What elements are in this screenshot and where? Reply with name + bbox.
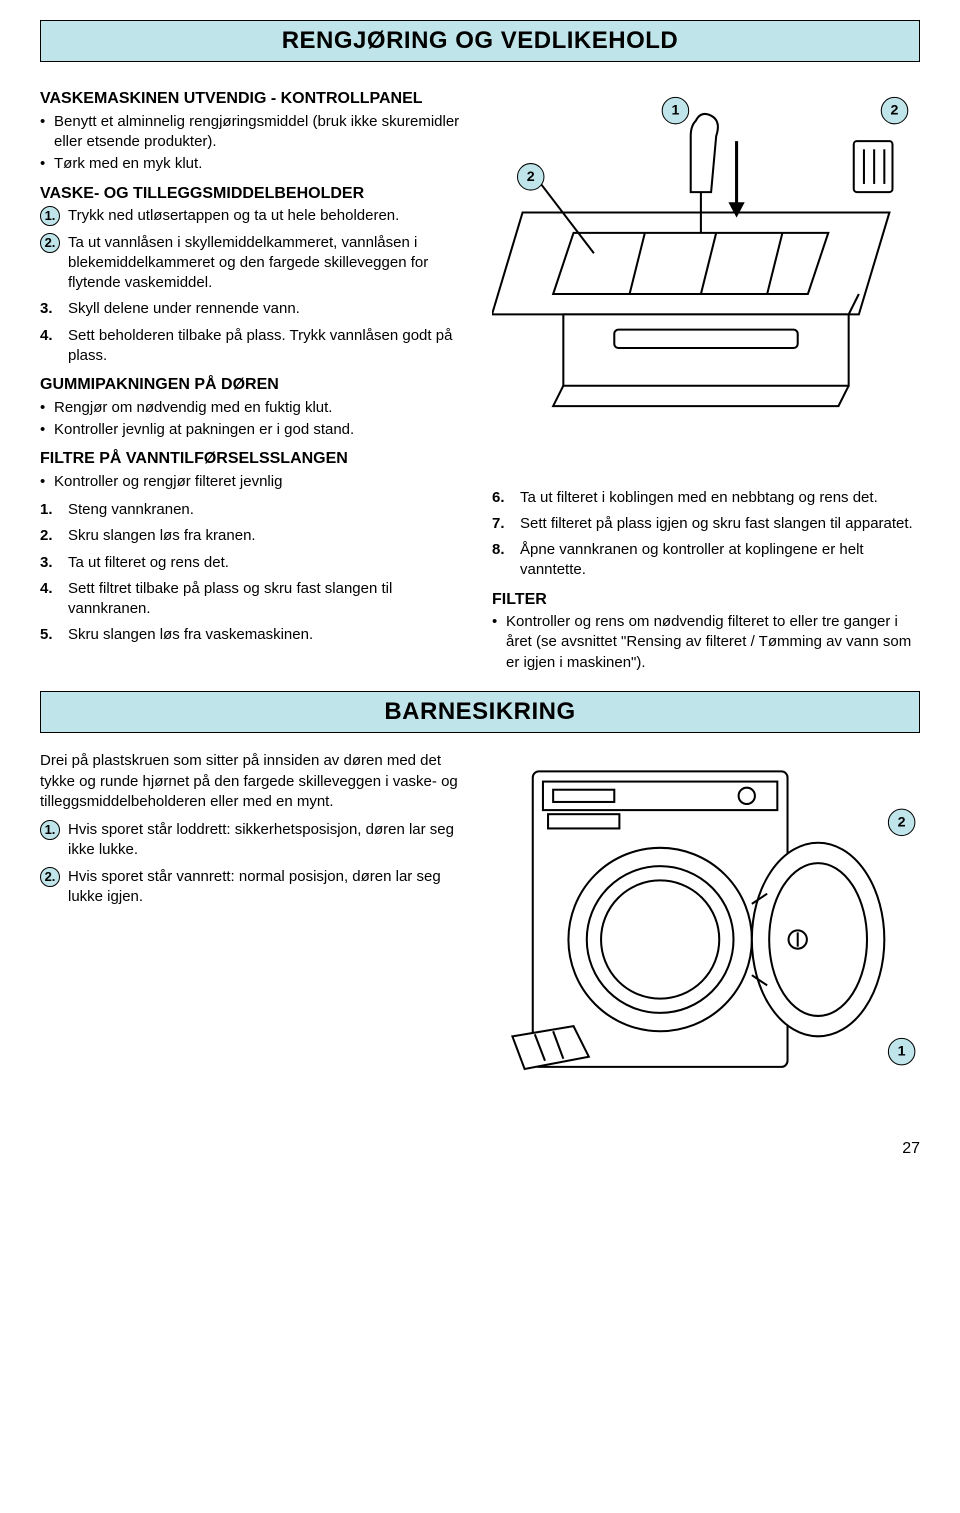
detergent-steps: 1. Trykk ned utløsertappen og ta ut hele …	[40, 206, 468, 366]
step-number: 3.	[40, 553, 53, 573]
washer-door-svg: 2 1	[492, 751, 920, 1087]
step-text: Ta ut filteret i koblingen med en nebbta…	[520, 489, 878, 506]
step-number: 4.	[40, 326, 53, 346]
list-item: 5. Skru slangen løs fra vaskemaskinen.	[40, 625, 468, 645]
list-item: Benytt et alminnelig rengjøringsmiddel (…	[40, 112, 468, 153]
childlock-columns: Drei på plastskruen som sitter på innsid…	[40, 751, 920, 1107]
list-item: 8. Åpne vannkranen og kontroller at kopli…	[492, 540, 920, 581]
step-number-circle: 2.	[40, 233, 60, 253]
step-text: Trykk ned utløsertappen og ta ut hele be…	[68, 207, 399, 224]
callout-label: 2	[898, 815, 906, 831]
gasket-bullets: Rengjør om nødvendig med en fuktig klut.…	[40, 398, 468, 441]
step-text: Ta ut vannlåsen i skyllemiddelkammeret, …	[68, 234, 428, 292]
step-number: 7.	[492, 514, 505, 534]
list-item: 7. Sett filteret på plass igjen og skru f…	[492, 514, 920, 534]
list-item: 3. Ta ut filteret og rens det.	[40, 553, 468, 573]
step-text: Sett filtret tilbake på plass og skru fa…	[68, 580, 392, 617]
list-item: 2. Hvis sporet står vannrett: normal posi…	[40, 867, 468, 908]
step-number-circle: 2.	[40, 867, 60, 887]
step-text: Åpne vannkranen og kontroller at kopling…	[520, 541, 864, 578]
hose-filter-steps-cont: 6. Ta ut filteret i koblingen med en nebb…	[492, 488, 920, 581]
cleaning-left-column: VASKEMASKINEN UTVENDIG - KONTROLLPANEL B…	[40, 80, 468, 681]
exterior-bullets: Benytt et alminnelig rengjøringsmiddel (…	[40, 112, 468, 175]
step-text: Ta ut filteret og rens det.	[68, 554, 229, 571]
heading-door-gasket: GUMMIPAKNINGEN PÅ DØREN	[40, 374, 468, 396]
step-number: 4.	[40, 579, 53, 599]
step-text: Steng vannkranen.	[68, 501, 194, 518]
list-item: 1. Trykk ned utløsertappen og ta ut hele …	[40, 206, 468, 226]
step-number-circle: 1.	[40, 820, 60, 840]
step-text: Skyll delene under rennende vann.	[68, 300, 300, 317]
list-item: 1. Hvis sporet står loddrett: sikkerhetsp…	[40, 820, 468, 861]
step-text: Hvis sporet står vannrett: normal posisj…	[68, 868, 441, 905]
list-item: 2. Skru slangen løs fra kranen.	[40, 526, 468, 546]
step-number: 6.	[492, 488, 505, 508]
step-text: Skru slangen løs fra vaskemaskinen.	[68, 626, 313, 643]
step-text: Sett filteret på plass igjen og skru fas…	[520, 515, 913, 532]
list-item: 6. Ta ut filteret i koblingen med en nebb…	[492, 488, 920, 508]
step-text: Sett beholderen tilbake på plass. Trykk …	[68, 327, 452, 364]
section-title-childlock: BARNESIKRING	[40, 691, 920, 733]
heading-exterior: VASKEMASKINEN UTVENDIG - KONTROLLPANEL	[40, 88, 468, 110]
list-item: 3. Skyll delene under rennende vann.	[40, 299, 468, 319]
cleaning-columns: VASKEMASKINEN UTVENDIG - KONTROLLPANEL B…	[40, 80, 920, 681]
list-item: Kontroller og rens om nødvendig filteret…	[492, 612, 920, 673]
heading-filter: FILTER	[492, 589, 920, 611]
heading-detergent-holder: VASKE- OG TILLEGGSMIDDELBEHOLDER	[40, 183, 468, 205]
list-item: 1. Steng vannkranen.	[40, 500, 468, 520]
step-text: Hvis sporet står loddrett: sikkerhetspos…	[68, 821, 454, 858]
list-item: 2. Ta ut vannlåsen i skyllemiddelkammeret…	[40, 233, 468, 294]
callout-label: 1	[898, 1044, 906, 1060]
page-number: 27	[40, 1138, 920, 1160]
list-item: Kontroller jevnlig at pakningen er i god…	[40, 420, 468, 440]
list-item: Kontroller og rengjør filteret jevnlig	[40, 472, 468, 492]
filter-bullets: Kontroller og rens om nødvendig filteret…	[492, 612, 920, 673]
step-number: 8.	[492, 540, 505, 560]
list-item: Rengjør om nødvendig med en fuktig klut.	[40, 398, 468, 418]
childlock-intro: Drei på plastskruen som sitter på innsid…	[40, 751, 468, 812]
callout-label: 2	[527, 169, 535, 185]
section-title-cleaning: RENGJØRING OG VEDLIKEHOLD	[40, 20, 920, 62]
heading-supply-hose-filters: FILTRE PÅ VANNTILFØRSELSSLANGEN	[40, 448, 468, 470]
cleaning-right-column: 1 2 2 6. Ta ut filteret i koblingen med e…	[492, 80, 920, 681]
figure-detergent-drawer: 1 2 2	[492, 80, 920, 467]
figure-washing-machine-door: 2 1	[492, 751, 920, 1087]
step-number-circle: 1.	[40, 206, 60, 226]
step-number: 5.	[40, 625, 53, 645]
step-number: 2.	[40, 526, 53, 546]
childlock-right-column: 2 1	[492, 751, 920, 1107]
drawer-diagram-svg: 1 2 2	[492, 80, 920, 467]
step-number: 1.	[40, 500, 53, 520]
callout-label: 1	[671, 103, 679, 119]
step-text: Skru slangen løs fra kranen.	[68, 527, 256, 544]
childlock-steps: 1. Hvis sporet står loddrett: sikkerhetsp…	[40, 820, 468, 907]
hose-filter-steps: 1. Steng vannkranen. 2. Skru slangen løs f…	[40, 500, 468, 646]
hose-filter-bullets: Kontroller og rengjør filteret jevnlig	[40, 472, 468, 492]
list-item: Tørk med en myk klut.	[40, 154, 468, 174]
step-number: 3.	[40, 299, 53, 319]
list-item: 4. Sett beholderen tilbake på plass. Tryk…	[40, 326, 468, 367]
childlock-left-column: Drei på plastskruen som sitter på innsid…	[40, 751, 468, 1107]
callout-label: 2	[891, 103, 899, 119]
list-item: 4. Sett filtret tilbake på plass og skru …	[40, 579, 468, 620]
